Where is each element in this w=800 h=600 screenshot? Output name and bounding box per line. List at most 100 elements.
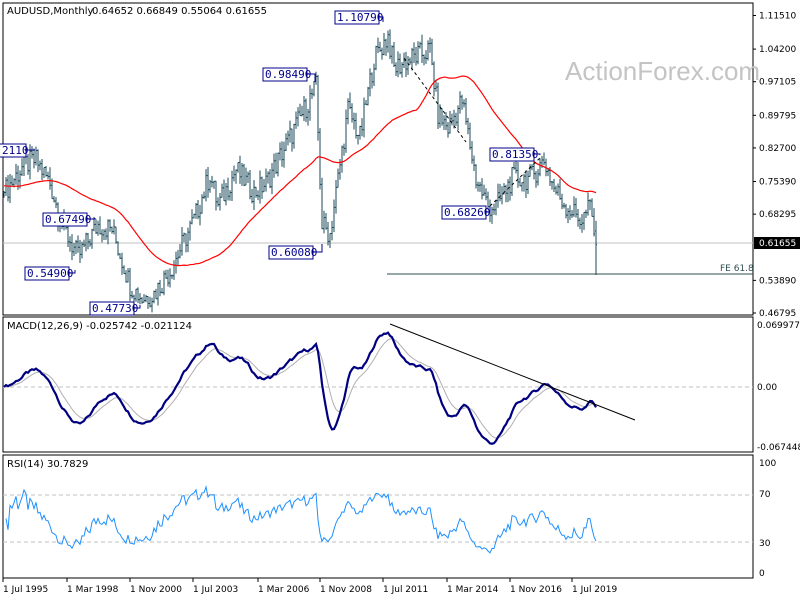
- price-bar: [337, 168, 339, 188]
- time-tick-label: 1 Jul 2011: [383, 585, 428, 595]
- price-bar: [579, 217, 581, 230]
- annotation-text: 1.10790: [337, 11, 383, 24]
- current-price-value: 0.61655: [759, 239, 796, 249]
- annotation-text: 0.60080: [271, 246, 317, 259]
- annotation-box: [89, 301, 135, 316]
- fe-61-8-label: FE 61.8: [720, 264, 754, 274]
- price-bar: [385, 38, 387, 56]
- price-bar: [569, 205, 571, 220]
- time-tick-label: 1 Jul 2019: [572, 585, 617, 595]
- price-bar: [473, 155, 475, 171]
- price-bar: [353, 112, 355, 130]
- price-bar: [277, 152, 279, 177]
- price-bar: [75, 239, 77, 255]
- price-bar: [523, 173, 525, 192]
- rsi-line: [5, 484, 597, 554]
- price-bar: [399, 53, 401, 75]
- price-bar: [265, 168, 267, 192]
- time-tick-label: 1 Mar 2014: [447, 585, 499, 595]
- price-bar: [125, 270, 127, 283]
- price-bar: [435, 80, 437, 92]
- price-bar: [589, 199, 591, 211]
- rsi-axis: 100 70 30 0: [759, 459, 776, 579]
- price-bar: [581, 214, 583, 233]
- price-bar: [35, 146, 37, 166]
- price-annotation[interactable]: 1.10790: [334, 10, 384, 25]
- price-bar: [177, 249, 179, 266]
- price-bar: [431, 38, 433, 66]
- price-bar: [253, 180, 255, 211]
- price-bar: [411, 47, 413, 71]
- trendline-dashed-down[interactable]: [403, 57, 467, 143]
- annotation-leader: [307, 73, 316, 82]
- price-bar: [487, 191, 489, 210]
- price-bar: [555, 185, 557, 195]
- price-bar: [595, 220, 597, 275]
- price-bar: [189, 220, 191, 241]
- price-bar: [103, 229, 105, 240]
- price-bar: [539, 158, 541, 177]
- price-bar: [179, 243, 181, 259]
- price-annotation[interactable]: 0.54900: [24, 266, 76, 281]
- price-bar: [495, 200, 497, 216]
- annotation-leader: [486, 206, 491, 213]
- price-bar: [481, 178, 483, 200]
- macd-title: MACD(12,26,9) -0.025742 -0.021124: [7, 321, 192, 332]
- annotation-text: 0.67490: [45, 213, 91, 226]
- price-bar: [197, 199, 199, 220]
- price-bar: [289, 120, 291, 143]
- price-bar: [3, 191, 5, 198]
- price-bar: [5, 177, 7, 196]
- price-bar: [521, 182, 523, 192]
- price-bar: [95, 219, 97, 234]
- price-bar: [165, 269, 167, 279]
- annotation-leader: [134, 305, 141, 309]
- macd-trendline[interactable]: [389, 323, 636, 421]
- price-annotation[interactable]: 0.47730: [89, 301, 141, 316]
- price-bar: [377, 37, 379, 54]
- price-bar: [525, 170, 527, 199]
- price-bar: [113, 219, 115, 235]
- price-bar: [285, 133, 287, 151]
- price-annotation[interactable]: 0.68260: [441, 205, 491, 220]
- price-bar: [73, 242, 75, 257]
- price-bar: [305, 98, 307, 123]
- price-bar: [191, 209, 193, 225]
- price-bar: [11, 175, 13, 186]
- price-annotation[interactable]: 0.60080: [268, 244, 323, 260]
- price-bar: [351, 103, 353, 123]
- price-bar: [469, 122, 471, 150]
- price-bar: [211, 175, 213, 188]
- price-bar: [345, 109, 347, 153]
- price-bar: [55, 197, 57, 208]
- price-bar: [373, 63, 375, 87]
- price-bar: [171, 274, 173, 280]
- price-bar: [425, 50, 427, 64]
- price-bar: [387, 30, 389, 53]
- annotation-box: [0, 143, 27, 158]
- price-annotation[interactable]: 0.67490: [42, 212, 96, 227]
- price-bar: [291, 128, 293, 152]
- price-bar: [321, 177, 323, 230]
- price-bar: [199, 204, 201, 226]
- price-bar: [573, 196, 575, 217]
- price-bar: [381, 47, 383, 60]
- price-bar: [107, 219, 109, 245]
- price-bar: [343, 143, 345, 156]
- annotation-leader: [313, 244, 323, 253]
- price-bar: [247, 171, 249, 184]
- price-bar: [477, 181, 479, 192]
- price-annotation[interactable]: 0.81350: [489, 147, 541, 162]
- price-bar: [463, 99, 465, 108]
- price-bar: [593, 208, 595, 237]
- price-annotation[interactable]: 0.98490: [262, 67, 316, 82]
- rsi-tick: 70: [759, 490, 771, 500]
- annotation-text: 0.54900: [27, 267, 73, 280]
- price-annotation[interactable]: 2110: [0, 143, 35, 158]
- price-bar: [459, 91, 461, 114]
- price-bar: [15, 163, 17, 185]
- price-bar: [441, 108, 443, 126]
- price-bar: [359, 125, 361, 140]
- price-bar: [43, 167, 45, 179]
- price-bar: [347, 98, 349, 125]
